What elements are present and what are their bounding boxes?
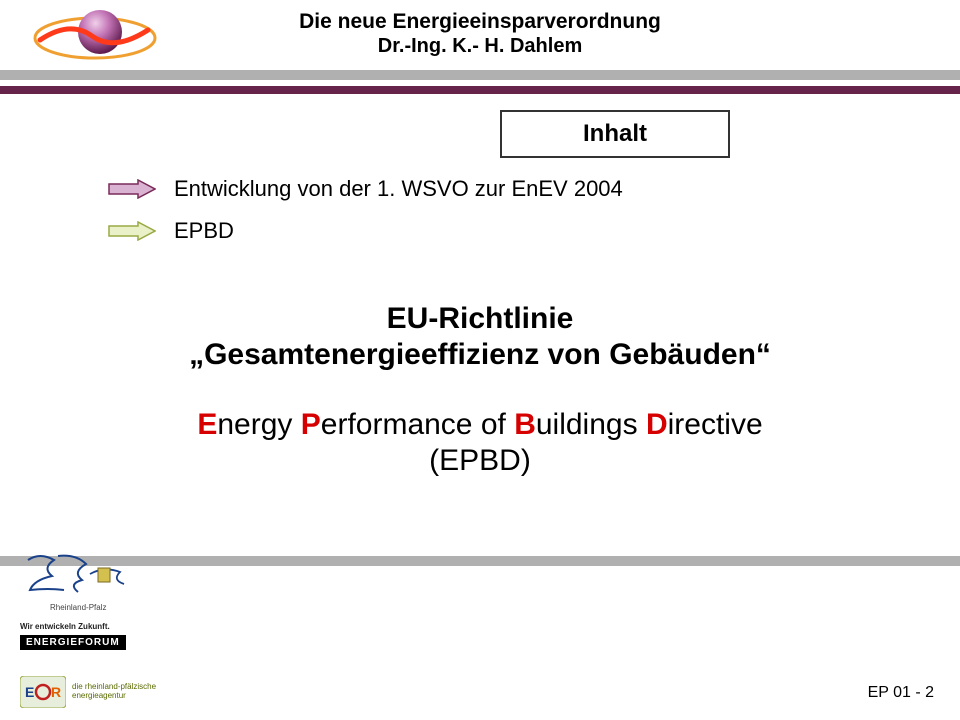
tagline-label: Wir entwickeln Zukunft. — [20, 622, 180, 631]
toc-heading-label: Inhalt — [583, 120, 647, 148]
rheinland-pfalz-signature-icon — [20, 550, 140, 598]
eor-text: die rheinland-pfälzische energieagentur — [72, 683, 156, 701]
toc-item-2-label: EPBD — [174, 218, 234, 244]
headline-line-2: „Gesamtenergieeffizienz von Gebäuden“ — [0, 338, 960, 372]
headline-line-1: EU-Richtlinie — [0, 302, 960, 336]
page-number: EP 01 - 2 — [868, 684, 934, 702]
eor-badge-icon: E R — [20, 676, 66, 708]
energieforum-badge: ENERGIEFORUM — [20, 635, 126, 650]
toc-item-1: Entwicklung von der 1. WSVO zur EnEV 200… — [108, 176, 623, 202]
toc-item-2: EPBD — [108, 218, 234, 244]
svg-text:E: E — [25, 684, 34, 700]
arrow-icon — [108, 221, 156, 241]
epbd-abbrev: (EPBD) — [0, 444, 960, 478]
epbd-expansion: Energy Performance of Buildings Directiv… — [0, 408, 960, 442]
footer-logos-left: Rheinland-Pfalz Wir entwickeln Zukunft. … — [20, 550, 180, 650]
rheinland-pfalz-label: Rheinland-Pfalz — [50, 603, 180, 612]
toc-heading-box: Inhalt — [500, 110, 730, 158]
divider-band-grey-top — [0, 70, 960, 80]
toc-item-1-label: Entwicklung von der 1. WSVO zur EnEV 200… — [174, 176, 623, 202]
divider-band-purple — [0, 86, 960, 94]
arrow-icon — [108, 179, 156, 199]
eor-logo: E R die rheinland-pfälzische energieagen… — [20, 676, 156, 708]
svg-text:R: R — [51, 684, 61, 700]
header-orb-logo — [30, 6, 160, 66]
main-content: EU-Richtlinie „Gesamtenergieeffizienz vo… — [0, 302, 960, 478]
